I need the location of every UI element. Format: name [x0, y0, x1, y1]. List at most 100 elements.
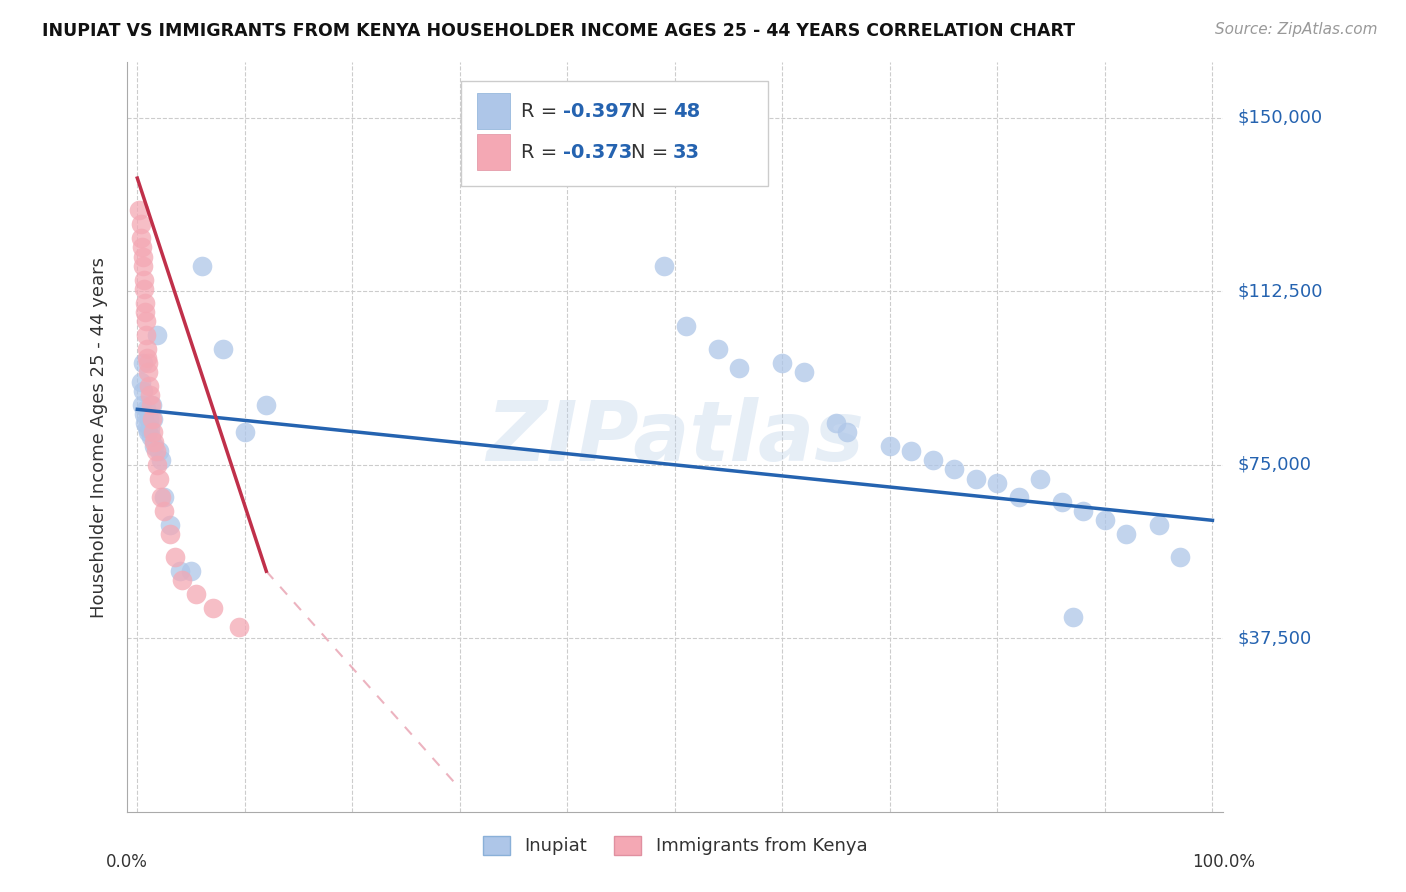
Point: [129, 231, 152, 245]
Point: [136, 351, 159, 366]
Point: [139, 388, 162, 402]
Point: [186, 587, 208, 601]
Point: [136, 365, 159, 379]
Point: [254, 398, 277, 412]
Point: [159, 527, 181, 541]
Point: [141, 398, 163, 412]
Text: 100.0%: 100.0%: [1192, 853, 1254, 871]
Point: [129, 217, 152, 231]
Point: [145, 328, 167, 343]
Point: [149, 453, 172, 467]
Point: [148, 472, 170, 486]
Text: R =: R =: [522, 143, 564, 161]
Text: INUPIAT VS IMMIGRANTS FROM KENYA HOUSEHOLDER INCOME AGES 25 - 44 YEARS CORRELATI: INUPIAT VS IMMIGRANTS FROM KENYA HOUSEHO…: [42, 22, 1076, 40]
Point: [138, 411, 160, 425]
Point: [132, 273, 155, 287]
Point: [825, 416, 848, 430]
FancyBboxPatch shape: [461, 81, 768, 186]
Point: [707, 342, 730, 356]
Point: [134, 416, 156, 430]
Point: [172, 574, 194, 588]
Point: [770, 356, 793, 370]
Point: [136, 421, 159, 435]
Point: [1073, 504, 1095, 518]
Point: [900, 444, 922, 458]
Point: [233, 425, 256, 440]
Point: [141, 430, 163, 444]
Text: $75,000: $75,000: [1237, 456, 1312, 474]
Legend: Inupiat, Immigrants from Kenya: Inupiat, Immigrants from Kenya: [475, 829, 875, 863]
Point: [134, 305, 156, 319]
Text: R =: R =: [522, 102, 564, 120]
Point: [793, 365, 815, 379]
Point: [1115, 527, 1137, 541]
Point: [169, 564, 191, 578]
Point: [145, 444, 167, 458]
Point: [1062, 610, 1084, 624]
Text: -0.397: -0.397: [562, 102, 633, 120]
Point: [1050, 495, 1073, 509]
Point: [1147, 518, 1170, 533]
Point: [180, 564, 202, 578]
Point: [652, 259, 675, 273]
Y-axis label: Householder Income Ages 25 - 44 years: Householder Income Ages 25 - 44 years: [90, 257, 108, 617]
Point: [131, 398, 153, 412]
Text: ZIPatlas: ZIPatlas: [486, 397, 863, 477]
Point: [879, 439, 901, 453]
Text: N =: N =: [631, 102, 675, 120]
Text: 33: 33: [672, 143, 700, 161]
Point: [139, 421, 162, 435]
Point: [136, 425, 159, 440]
Point: [143, 439, 166, 453]
Point: [149, 490, 172, 504]
Text: $112,500: $112,500: [1237, 283, 1323, 301]
Point: [131, 356, 153, 370]
Point: [212, 342, 235, 356]
Point: [1094, 513, 1116, 527]
Point: [201, 601, 224, 615]
Point: [142, 425, 165, 440]
Point: [143, 434, 166, 449]
Point: [131, 259, 153, 273]
Point: [135, 402, 157, 417]
Point: [835, 425, 858, 440]
Point: [943, 462, 966, 476]
Point: [131, 384, 153, 398]
Text: Source: ZipAtlas.com: Source: ZipAtlas.com: [1215, 22, 1378, 37]
Text: $37,500: $37,500: [1237, 629, 1312, 648]
Point: [141, 398, 163, 412]
Point: [135, 314, 157, 328]
Point: [136, 342, 159, 356]
Point: [1168, 550, 1191, 565]
Point: [145, 458, 167, 472]
Point: [135, 328, 157, 343]
Point: [131, 250, 153, 264]
Point: [986, 476, 1008, 491]
FancyBboxPatch shape: [478, 93, 510, 129]
Point: [1008, 490, 1031, 504]
Point: [163, 550, 186, 565]
Point: [148, 444, 170, 458]
Point: [159, 518, 181, 533]
Point: [138, 379, 160, 393]
Point: [1029, 472, 1052, 486]
Point: [136, 356, 159, 370]
Point: [132, 282, 155, 296]
Point: [142, 411, 165, 425]
Point: [675, 319, 697, 334]
Point: [728, 360, 751, 375]
Point: [191, 259, 214, 273]
Text: $150,000: $150,000: [1237, 109, 1322, 127]
Point: [129, 375, 152, 389]
Text: 0.0%: 0.0%: [105, 853, 148, 871]
FancyBboxPatch shape: [478, 135, 510, 170]
Point: [128, 203, 150, 218]
Text: 48: 48: [672, 102, 700, 120]
Text: N =: N =: [631, 143, 675, 161]
Point: [228, 620, 250, 634]
Point: [153, 490, 176, 504]
Point: [141, 411, 163, 425]
Point: [132, 407, 155, 421]
Point: [153, 504, 176, 518]
Point: [922, 453, 945, 467]
